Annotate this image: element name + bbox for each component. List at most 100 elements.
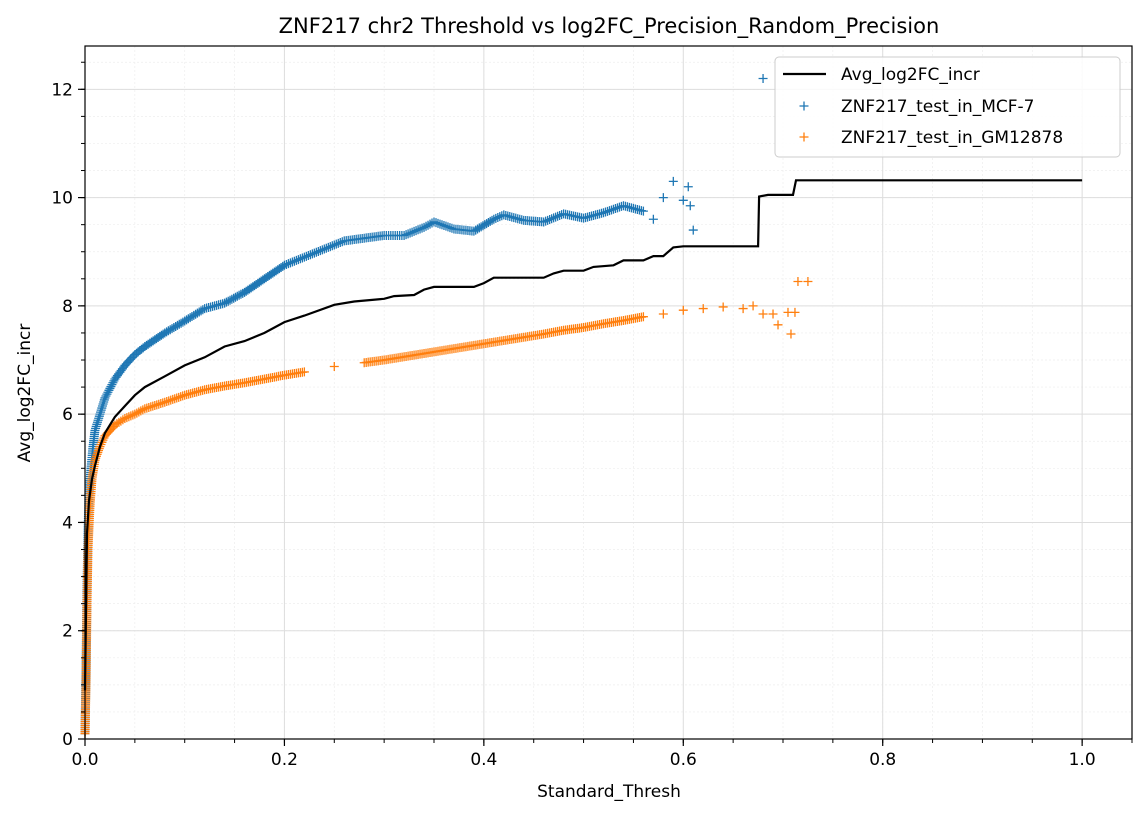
data-point-fill [545, 215, 555, 225]
data-point-fill [132, 408, 142, 418]
data-point-fill [108, 378, 118, 388]
legend-box [774, 56, 1121, 158]
y-tick-label: 6 [62, 405, 73, 425]
y-axis-label: Avg_log2FC_incr [15, 324, 35, 463]
x-tick-label: 0.2 [271, 750, 298, 770]
data-point-fill [405, 228, 415, 238]
data-point [658, 193, 668, 203]
data-point-fill [162, 397, 172, 407]
data-point-fill [333, 238, 343, 248]
data-point-fill [437, 220, 447, 230]
data-point-fill [295, 254, 305, 264]
data-point-fill [407, 227, 417, 237]
data-point-fill [335, 238, 345, 248]
data-point-fill [321, 243, 331, 253]
data-point-fill [136, 406, 146, 416]
data-point-fill [547, 214, 557, 224]
x-tick-label: 0.4 [470, 750, 497, 770]
data-point [539, 217, 549, 227]
data-point-fill [285, 258, 295, 268]
data-point [685, 201, 695, 211]
data-point-fill [138, 405, 148, 415]
data-point-fill [278, 261, 288, 271]
data-point [489, 214, 499, 224]
y-tick-label: 4 [62, 513, 73, 533]
data-point-fill [317, 245, 327, 255]
data-point-fill [425, 219, 435, 229]
data-point [678, 195, 688, 205]
data-point [768, 309, 778, 319]
legend-label: ZNF217_test_in_MCF-7 [841, 97, 1035, 117]
data-point-fill [305, 250, 315, 260]
data-point [648, 214, 658, 224]
data-point-fill [431, 218, 441, 228]
data-point-fill [487, 215, 497, 225]
data-point-fill [493, 213, 503, 223]
data-point-fill [164, 396, 174, 406]
data-point-fill [551, 212, 561, 222]
legend-label: Avg_log2FC_incr [841, 65, 980, 85]
data-point-fill [409, 226, 419, 236]
data-point-fill [303, 251, 313, 261]
data-point-fill [134, 407, 144, 417]
data-point-fill [283, 259, 293, 269]
series-layer [80, 73, 1083, 739]
data-point-fill [311, 247, 321, 257]
y-tick-label: 2 [62, 622, 73, 642]
data-point-fill [118, 415, 128, 425]
data-point-fill [601, 207, 611, 217]
data-point [160, 397, 170, 407]
data-point-fill [445, 223, 455, 233]
data-point-fill [166, 395, 176, 405]
data-point-fill [124, 412, 134, 422]
data-point-fill [421, 221, 431, 231]
data-point [773, 320, 783, 330]
data-point-fill [309, 248, 319, 258]
data-point-fill [323, 242, 333, 252]
data-point [100, 393, 110, 403]
data-point-fill [435, 219, 445, 229]
data-point [299, 252, 309, 262]
data-point [678, 305, 688, 315]
data-point [738, 304, 748, 314]
data-point-fill [102, 389, 112, 399]
data-point [120, 413, 130, 423]
data-point-fill [178, 391, 188, 401]
data-point-fill [447, 223, 457, 233]
data-point [319, 244, 329, 254]
data-point-fill [415, 224, 425, 234]
y-tick-label: 10 [51, 189, 73, 209]
data-point-fill [156, 399, 166, 409]
x-tick-label: 0.8 [869, 750, 896, 770]
data-point-fill [331, 239, 341, 249]
data-point-fill [337, 237, 347, 247]
data-point-fill [106, 382, 116, 392]
data-point-fill [327, 241, 337, 251]
data-point-fill [403, 229, 413, 239]
data-point-fill [441, 221, 451, 231]
data-point [599, 208, 609, 218]
data-point-fill [291, 255, 301, 265]
data-point-fill [198, 305, 208, 315]
legend-marker-swatch [799, 132, 809, 142]
data-point-fill [411, 226, 421, 236]
data-point-fill [439, 220, 449, 230]
data-point-fill [289, 256, 299, 266]
legend-marker-swatch [799, 101, 809, 111]
data-point [638, 312, 648, 322]
data-point [429, 217, 439, 227]
data-point-fill [614, 202, 624, 212]
data-point [419, 222, 429, 232]
legend-label: ZNF217_test_in_GM12878 [841, 128, 1063, 148]
data-point-fill [612, 203, 622, 213]
data-point-fill [281, 259, 291, 269]
data-point [658, 309, 668, 319]
data-point [793, 277, 803, 287]
data-point [786, 329, 796, 339]
data-point [790, 307, 800, 317]
x-tick-label: 0.0 [71, 750, 98, 770]
data-point [279, 260, 289, 270]
scatter-series-2 [80, 277, 813, 739]
data-point-fill [325, 242, 335, 252]
